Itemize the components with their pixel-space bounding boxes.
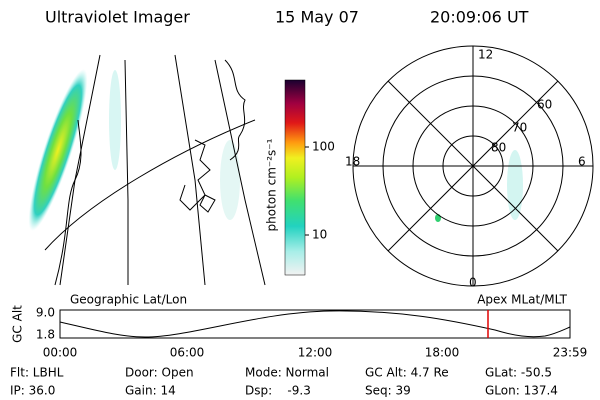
info-field: GLat: -50.5: [485, 366, 552, 380]
colorbar: [284, 79, 306, 276]
info-field: Seq: 39: [365, 384, 411, 398]
info-panel: Flt: LBHL Door: Open Mode: Normal GC Alt: 4…: [10, 366, 558, 398]
strip-x-tick-label: 23:59: [553, 346, 588, 360]
date: 15 May 07: [275, 8, 359, 27]
info-field: Dsp: -9.3: [245, 384, 311, 398]
strip-x-tick-label: 12:00: [298, 346, 333, 360]
strip-x-tick-label: 18:00: [425, 346, 460, 360]
strip-frame: [59, 309, 571, 339]
hour-label: 18: [345, 155, 360, 169]
strip-y-label: GC Alt: [11, 305, 25, 343]
colorbar-tick-label: 100: [312, 140, 335, 154]
info-field: IP: 36.0: [10, 384, 55, 398]
strip-y-tick-label: 9.0: [36, 306, 55, 320]
info-field: Mode: Normal: [245, 366, 329, 380]
info-field: Door: Open: [125, 366, 194, 380]
colorbar-tick-label: 10: [312, 228, 327, 242]
info-field: Gain: 14: [125, 384, 176, 398]
lat-label: 60: [537, 98, 552, 112]
strip-x-tick-label: 00:00: [43, 346, 78, 360]
colorbar-label: photon cm⁻²s⁻¹: [265, 138, 279, 231]
hour-label: 12: [478, 48, 493, 62]
strip-left-label: Geographic Lat/Lon: [70, 293, 187, 307]
time: 20:09:06 UT: [430, 8, 529, 27]
hour-label: 0: [469, 276, 477, 290]
hour-label: 6: [578, 155, 586, 169]
info-field: GC Alt: 4.7 Re: [365, 366, 449, 380]
title: Ultraviolet Imager: [45, 8, 190, 27]
strip-x-tick-label: 06:00: [170, 346, 205, 360]
info-field: Flt: LBHL: [10, 366, 64, 380]
polar-plot: [352, 45, 594, 287]
altitude-curve: [59, 310, 571, 338]
strip-right-label: Apex MLat/MLT: [477, 293, 567, 307]
lat-label: 80: [491, 141, 506, 155]
info-field: GLon: 137.4: [485, 384, 558, 398]
strip-y-tick-label: 1.8: [36, 328, 55, 342]
geographic-image: [28, 54, 266, 286]
lat-label: 70: [512, 121, 527, 135]
